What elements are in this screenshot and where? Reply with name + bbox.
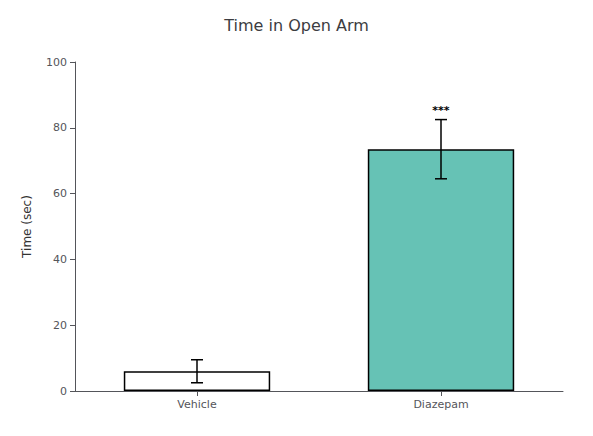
svg-text:***: *** (432, 104, 450, 117)
svg-text:Time (sec): Time (sec) (20, 195, 34, 259)
svg-text:60: 60 (53, 187, 67, 200)
svg-text:40: 40 (53, 253, 67, 266)
svg-text:100: 100 (46, 56, 67, 69)
svg-text:Time in Open Arm: Time in Open Arm (223, 16, 369, 35)
svg-text:Diazepam: Diazepam (413, 398, 468, 411)
svg-text:0: 0 (60, 385, 67, 398)
svg-text:20: 20 (53, 319, 67, 332)
svg-text:Vehicle: Vehicle (177, 398, 217, 411)
svg-text:80: 80 (53, 121, 67, 134)
